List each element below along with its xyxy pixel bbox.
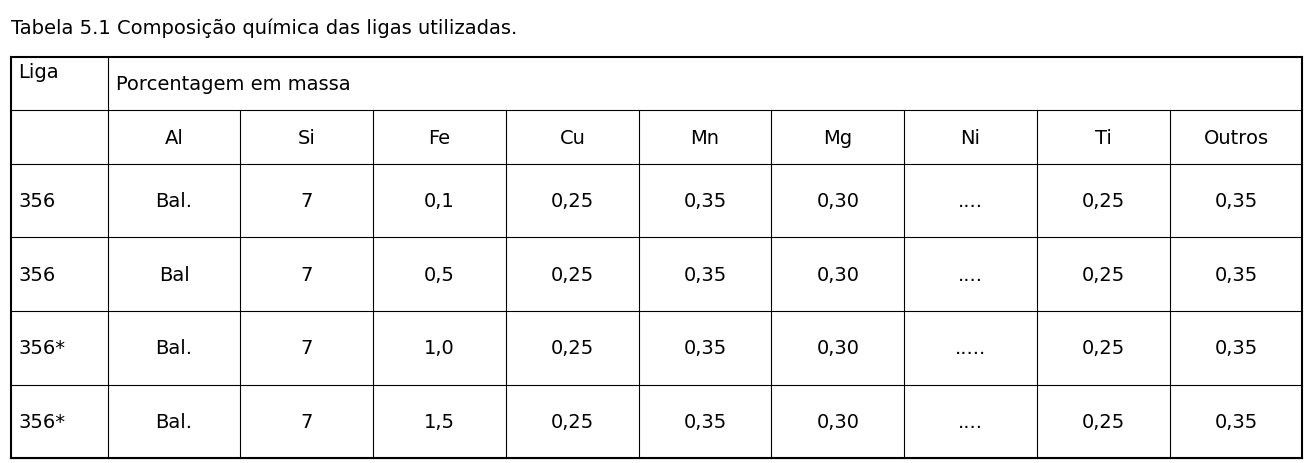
Text: 0,35: 0,35 <box>1215 265 1258 284</box>
Text: Mn: Mn <box>691 128 720 147</box>
Text: Bal.: Bal. <box>155 412 193 431</box>
Text: 7: 7 <box>301 338 312 357</box>
Text: 7: 7 <box>301 265 312 284</box>
Text: 7: 7 <box>301 192 312 211</box>
Text: 0,1: 0,1 <box>424 192 454 211</box>
Text: 1,5: 1,5 <box>424 412 456 431</box>
Text: 0,30: 0,30 <box>817 265 859 284</box>
Text: Fe: Fe <box>428 128 450 147</box>
Text: Outros: Outros <box>1204 128 1268 147</box>
Text: 0,30: 0,30 <box>817 192 859 211</box>
Text: 0,25: 0,25 <box>1082 192 1125 211</box>
Text: 0,35: 0,35 <box>1215 192 1258 211</box>
Text: 356*: 356* <box>18 338 66 357</box>
Text: 0,35: 0,35 <box>1215 412 1258 431</box>
Text: 0,35: 0,35 <box>684 265 726 284</box>
Text: 0,25: 0,25 <box>1082 265 1125 284</box>
Text: 0,25: 0,25 <box>550 265 593 284</box>
Text: Liga: Liga <box>18 63 59 81</box>
Text: 0,25: 0,25 <box>550 412 593 431</box>
Text: 0,25: 0,25 <box>550 192 593 211</box>
Text: 0,35: 0,35 <box>1215 338 1258 357</box>
Text: Bal.: Bal. <box>155 338 193 357</box>
Text: 356*: 356* <box>18 412 66 431</box>
Text: ....: .... <box>958 412 983 431</box>
Text: 356: 356 <box>18 265 55 284</box>
Text: .....: ..... <box>955 338 986 357</box>
Text: 0,35: 0,35 <box>684 412 726 431</box>
Text: ....: .... <box>958 192 983 211</box>
Text: 0,5: 0,5 <box>424 265 456 284</box>
Text: Bal.: Bal. <box>155 192 193 211</box>
Text: Ni: Ni <box>961 128 981 147</box>
Text: ....: .... <box>958 265 983 284</box>
Text: 0,30: 0,30 <box>817 412 859 431</box>
Text: Bal: Bal <box>159 265 189 284</box>
Text: 0,25: 0,25 <box>1082 338 1125 357</box>
Text: 0,25: 0,25 <box>1082 412 1125 431</box>
Text: Cu: Cu <box>559 128 586 147</box>
Text: 0,35: 0,35 <box>684 192 726 211</box>
Text: 7: 7 <box>301 412 312 431</box>
Text: Ti: Ti <box>1095 128 1112 147</box>
Text: Si: Si <box>298 128 315 147</box>
Text: 0,25: 0,25 <box>550 338 593 357</box>
Text: Tabela 5.1 Composição química das ligas utilizadas.: Tabela 5.1 Composição química das ligas … <box>11 19 517 38</box>
Text: 0,30: 0,30 <box>817 338 859 357</box>
Text: 0,35: 0,35 <box>684 338 726 357</box>
Text: Porcentagem em massa: Porcentagem em massa <box>116 75 351 94</box>
Text: 1,0: 1,0 <box>424 338 454 357</box>
Text: Mg: Mg <box>823 128 852 147</box>
Text: 356: 356 <box>18 192 55 211</box>
Text: Al: Al <box>164 128 184 147</box>
